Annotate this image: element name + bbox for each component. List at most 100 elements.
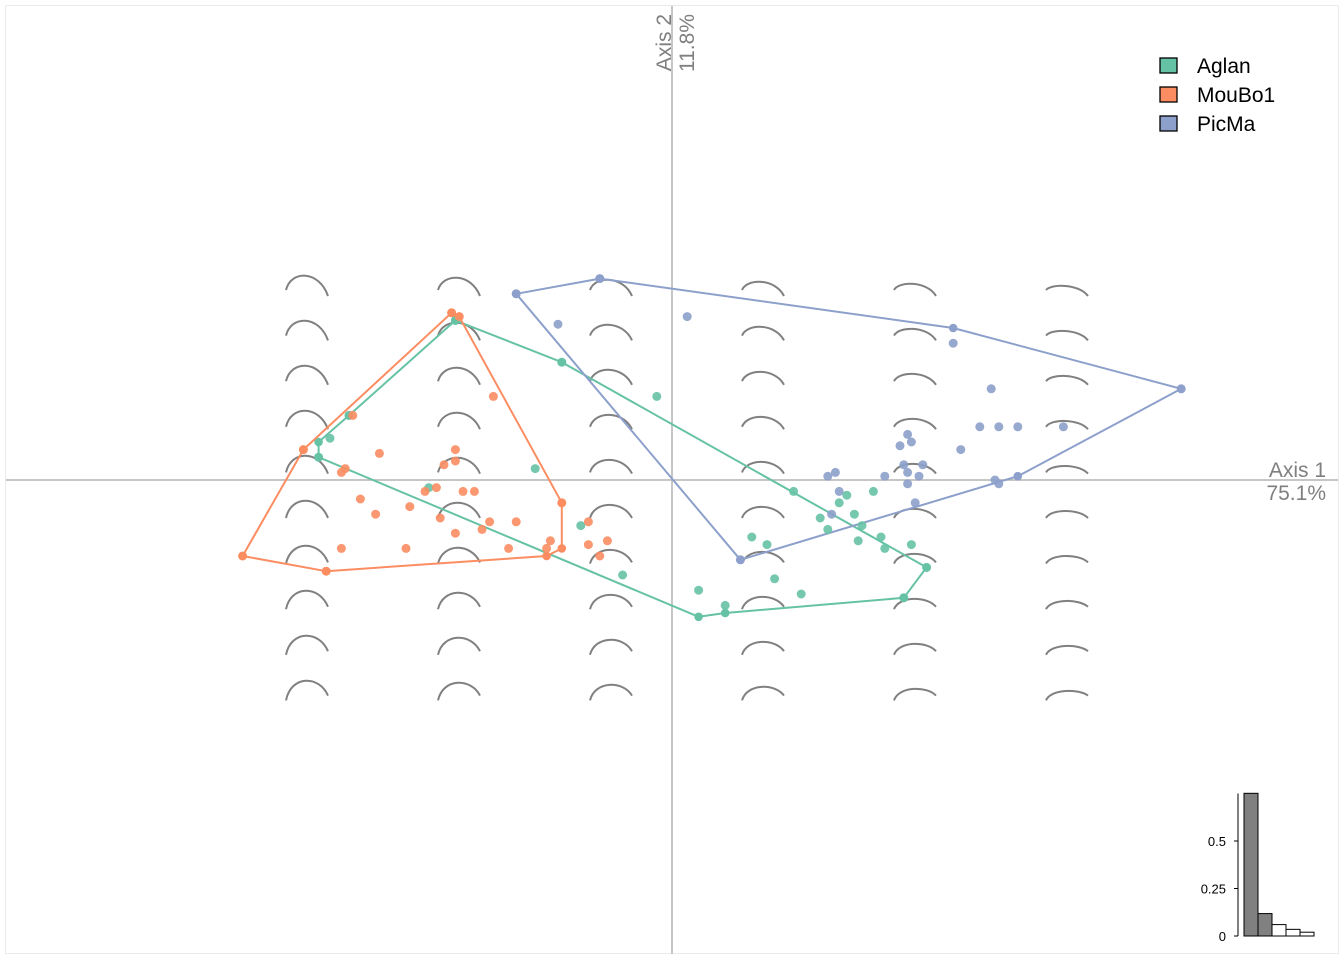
data-point: [975, 422, 985, 432]
loading-arc: [285, 634, 329, 656]
loading-arc: [589, 368, 633, 386]
loading-arc: [1045, 599, 1089, 610]
loading-arc: [285, 499, 329, 519]
loading-arc: [285, 589, 329, 610]
group-hulls: [238, 274, 1186, 622]
group-points: [238, 274, 1186, 610]
loading-arc: [741, 415, 785, 430]
loading-arc: [1045, 689, 1089, 701]
hull-vertex-point: [557, 544, 567, 553]
data-point: [922, 562, 932, 572]
data-point: [321, 566, 331, 576]
loading-arc: [741, 640, 785, 656]
scree-tick-label: 0.5: [1208, 834, 1226, 849]
data-point: [336, 467, 346, 477]
data-point: [994, 422, 1004, 432]
loading-arc: [1045, 509, 1089, 519]
loading-arc: [741, 685, 785, 701]
data-point: [401, 543, 411, 553]
data-point: [447, 308, 457, 318]
data-point: [371, 509, 381, 519]
data-point: [458, 486, 468, 496]
data-point: [910, 498, 920, 508]
loading-arc: [1045, 464, 1089, 475]
data-point: [823, 471, 833, 481]
data-point: [720, 600, 730, 610]
data-point: [374, 448, 384, 458]
data-point: [454, 312, 464, 322]
scree-bar: [1271, 924, 1287, 937]
data-point: [553, 319, 563, 329]
scree-tick-label: 0: [1219, 929, 1226, 944]
data-point: [420, 486, 430, 496]
data-point: [595, 274, 605, 284]
data-point: [770, 574, 780, 584]
data-point: [602, 536, 612, 546]
loading-arc: [285, 679, 329, 701]
legend-swatch: [1159, 86, 1178, 103]
background-loading-arcs: [285, 274, 1089, 701]
data-point: [827, 509, 837, 519]
data-point: [849, 509, 859, 519]
loading-arc: [893, 642, 937, 656]
data-point: [857, 521, 867, 531]
data-point: [477, 524, 487, 534]
data-point: [557, 357, 567, 367]
hull-vertex-point: [948, 323, 958, 333]
loading-arc: [437, 546, 481, 564]
data-point: [545, 536, 555, 546]
hull-Aglan: [317, 319, 928, 618]
x-axis-label: Axis 1: [1269, 459, 1326, 482]
data-point: [355, 494, 365, 504]
data-point: [439, 460, 449, 470]
loading-arc: [285, 274, 329, 297]
hull-PicMa: [515, 277, 1183, 561]
loading-arc: [589, 548, 633, 564]
data-point: [899, 460, 909, 470]
loading-arc: [1045, 554, 1089, 565]
loading-arc: [285, 409, 329, 430]
data-point: [542, 543, 552, 553]
loading-arc: [437, 681, 481, 701]
loading-arc: [893, 462, 937, 475]
data-point: [450, 528, 460, 538]
hull-MouBo1: [241, 311, 563, 573]
loading-arc: [1045, 644, 1089, 656]
data-point: [948, 338, 958, 348]
data-point: [914, 471, 924, 481]
data-point: [956, 445, 966, 455]
loading-arc: [437, 276, 481, 297]
loading-arc: [589, 593, 633, 610]
x-axis-variance: 75.1%: [1266, 482, 1326, 505]
loading-arc: [741, 505, 785, 519]
data-point: [583, 540, 593, 550]
loading-arc: [285, 319, 329, 341]
data-point: [314, 452, 324, 462]
loading-arc: [589, 413, 633, 430]
data-point: [485, 517, 495, 527]
eigenvalue-scree-plot: 0 0.25 0.5: [1201, 792, 1315, 944]
legend-label: PicMa: [1197, 113, 1256, 136]
data-point: [789, 486, 799, 496]
data-point: [918, 460, 928, 470]
data-point: [823, 524, 833, 534]
data-point: [238, 551, 248, 561]
data-point: [682, 312, 692, 322]
data-point: [450, 456, 460, 466]
data-point: [895, 441, 905, 451]
y-axis-variance: 11.8%: [676, 14, 699, 72]
data-point: [796, 589, 806, 599]
data-point: [325, 433, 335, 443]
loading-arc: [893, 417, 937, 430]
loading-arc: [893, 552, 937, 565]
loading-arc: [893, 372, 937, 386]
legend-label: Aglan: [1197, 55, 1251, 78]
data-point: [435, 513, 445, 523]
loading-arc: [893, 327, 937, 342]
data-point: [431, 483, 441, 493]
data-point: [504, 543, 514, 553]
data-point: [830, 467, 840, 477]
data-point: [576, 521, 586, 531]
hull-vertex-point: [720, 608, 730, 618]
